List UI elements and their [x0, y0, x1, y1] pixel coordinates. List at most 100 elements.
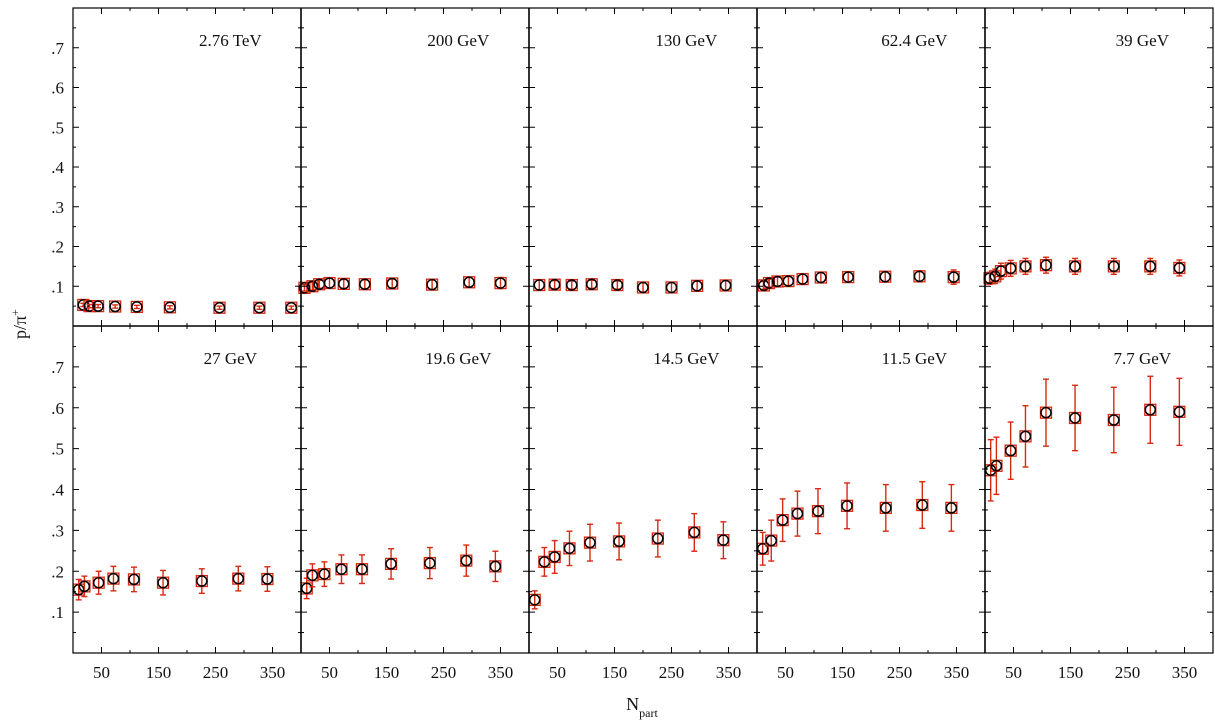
data-point — [107, 565, 120, 592]
data-point — [791, 490, 804, 537]
data-point — [612, 522, 626, 561]
data-point — [306, 563, 319, 588]
data-point — [762, 276, 776, 290]
data-point — [1004, 421, 1017, 480]
data-point — [1019, 405, 1032, 468]
circle-marker — [719, 279, 732, 292]
y-tick-label: .4 — [51, 158, 64, 177]
circle-marker — [285, 301, 298, 314]
y-tick-label: .1 — [51, 603, 64, 622]
data-point — [213, 301, 226, 314]
circle-marker — [164, 301, 176, 314]
x-tick-label: 250 — [431, 663, 457, 682]
circle-marker — [318, 568, 331, 580]
data-point — [1068, 384, 1082, 452]
data-point — [563, 530, 576, 567]
data-point — [840, 482, 854, 530]
x-tick-label: 150 — [374, 663, 400, 682]
data-point — [814, 271, 827, 284]
data-point — [533, 278, 546, 292]
data-point — [337, 277, 350, 291]
y-tick-label: .2 — [51, 238, 64, 257]
data-point — [386, 277, 399, 290]
circle-marker — [652, 532, 664, 545]
data-point — [425, 278, 439, 291]
x-tick-label: 350 — [260, 663, 286, 682]
data-point — [318, 561, 331, 588]
data-point — [990, 436, 1003, 496]
data-point — [358, 278, 371, 291]
circle-marker — [1144, 260, 1157, 273]
data-point — [1068, 257, 1082, 276]
circle-marker — [611, 279, 624, 291]
circle-marker — [338, 278, 350, 290]
data-point — [1004, 259, 1017, 278]
panel-5: 39 GeV — [983, 31, 1186, 285]
circle-marker — [1019, 260, 1032, 273]
circle-marker — [78, 580, 91, 593]
data-point — [528, 590, 541, 610]
panels-layer: 2.76 TeV 200 GeV 130 GeV 62.4 GeV 39 GeV 27 G… — [72, 31, 1186, 610]
data-point — [717, 521, 730, 560]
circle-marker — [841, 500, 853, 512]
data-point — [1144, 257, 1157, 276]
data-point — [945, 483, 958, 532]
x-tick-label: 150 — [146, 663, 172, 682]
circle-marker — [947, 271, 960, 283]
panel-2: 200 GeV — [298, 31, 507, 294]
data-point — [423, 546, 436, 580]
circle-marker — [585, 278, 598, 291]
x-tick-label: 150 — [602, 663, 628, 682]
y-axis-title-main: p/π — [10, 316, 30, 339]
circle-marker — [566, 279, 578, 291]
x-tick-label: 50 — [549, 663, 566, 682]
circle-marker — [232, 572, 245, 585]
axis-layer: p/π+ Npart .1 .2 .3 .4 .5 .6 .7 .1 .2 .3 .4 .5 .6 .7 5… — [8, 39, 1197, 720]
circle-marker — [131, 301, 143, 313]
circle-marker — [359, 278, 371, 291]
circle-marker — [92, 300, 104, 312]
data-point — [916, 481, 929, 530]
data-point — [91, 299, 105, 313]
data-point — [636, 281, 650, 294]
data-point — [261, 566, 274, 592]
data-point — [462, 276, 476, 289]
x-tick-label: 50 — [1005, 663, 1022, 682]
x-axis-title: Npart — [626, 694, 658, 720]
circle-marker — [213, 301, 226, 314]
circle-marker — [665, 281, 678, 294]
data-point — [782, 274, 795, 288]
circle-marker — [765, 534, 777, 547]
circle-marker — [261, 573, 274, 585]
data-point — [765, 519, 778, 562]
circle-marker — [776, 514, 789, 526]
x-tick-label: 250 — [1115, 663, 1141, 682]
data-point — [1039, 378, 1053, 447]
data-point — [163, 301, 177, 314]
x-tick-label: 50 — [321, 663, 338, 682]
circle-marker — [306, 569, 319, 582]
y-tick-label: .5 — [51, 118, 64, 137]
circle-marker — [879, 270, 891, 283]
circle-marker — [763, 277, 775, 289]
x-tick-label: 250 — [659, 663, 685, 682]
y-tick-label: .6 — [51, 79, 64, 98]
panel-label: 39 GeV — [1116, 31, 1170, 50]
data-point — [323, 276, 336, 290]
circle-marker — [489, 560, 502, 573]
data-point — [384, 548, 398, 580]
panel-8: 14.5 GeV — [528, 349, 730, 610]
y-tick-label: .5 — [51, 440, 64, 459]
x-tick-label: 350 — [716, 663, 742, 682]
y-tick-label: .6 — [51, 399, 64, 418]
circle-marker — [1108, 414, 1120, 426]
data-point — [947, 269, 960, 285]
data-point — [130, 300, 143, 314]
data-point — [691, 279, 704, 293]
circle-marker — [1040, 406, 1052, 419]
circle-marker — [791, 507, 804, 520]
data-point — [548, 278, 561, 291]
x-tick-label: 350 — [1172, 663, 1198, 682]
circle-marker — [584, 536, 596, 549]
